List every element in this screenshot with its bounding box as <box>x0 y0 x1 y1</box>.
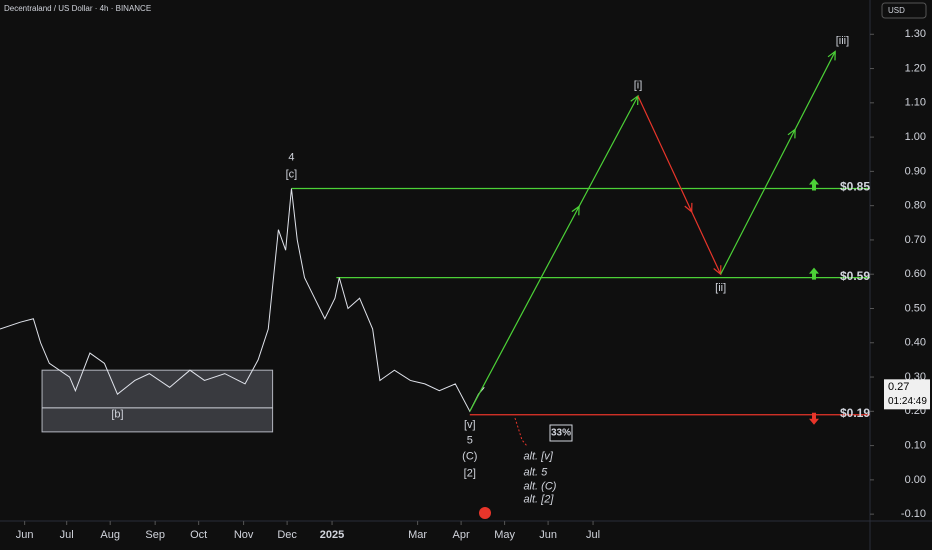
projection-arrowhead <box>787 128 796 139</box>
wave-label: alt. (C) <box>523 481 556 493</box>
wave-label: [2] <box>464 468 476 480</box>
wave-label: alt. [v] <box>523 450 553 462</box>
y-tick-label: 0.50 <box>905 302 926 314</box>
probability: 33% <box>551 428 571 439</box>
level-label: $0.19 <box>840 406 870 420</box>
x-tick-label: Mar <box>408 529 427 541</box>
price-tag-countdown: 01:24:49 <box>888 396 927 407</box>
level-label: $0.85 <box>840 180 870 194</box>
price-line <box>0 188 485 413</box>
wave-label: [c] <box>286 169 298 181</box>
y-tick-label: 1.00 <box>905 131 926 143</box>
x-tick-label: Nov <box>234 529 254 541</box>
projection-arrowhead <box>684 202 693 214</box>
chart-title: Decentraland / US Dollar · 4h · BINANCE <box>4 4 151 13</box>
wave-label: 4 <box>288 152 294 164</box>
y-tick-label: 0.90 <box>905 165 926 177</box>
wave-label: [iii] <box>836 35 849 47</box>
wave-label: [i] <box>634 80 643 92</box>
wave-label: [v] <box>464 419 476 431</box>
wave-label: [b] <box>111 409 123 421</box>
event-icon <box>479 507 491 519</box>
price-tag-value: 0.27 <box>888 381 909 393</box>
y-tick-label: 0.10 <box>905 439 926 451</box>
wave-label: [ii] <box>715 282 726 294</box>
wave-label: 5 <box>467 434 473 446</box>
y-tick-label: 0.80 <box>905 200 926 212</box>
projection-arrowhead <box>571 205 580 216</box>
projection-line <box>720 51 836 275</box>
x-tick-label: Apr <box>453 529 470 541</box>
level-arrow <box>809 178 819 191</box>
price-tag <box>884 379 930 410</box>
projection-line <box>469 95 639 412</box>
range-box <box>41 369 274 433</box>
alt-path <box>514 417 528 447</box>
currency-box <box>881 2 927 19</box>
y-tick-label: 0.00 <box>905 474 926 486</box>
level-label: $0.59 <box>840 269 870 283</box>
y-tick-label: 1.20 <box>905 62 926 74</box>
y-tick-label: 0.60 <box>905 268 926 280</box>
wave-label: (C) <box>462 450 477 462</box>
wave-label: alt. 5 <box>523 467 548 479</box>
x-tick-label: Jun <box>16 529 34 541</box>
x-tick-label: Jul <box>586 529 600 541</box>
y-tick-label: 0.70 <box>905 234 926 246</box>
probability-box <box>549 424 573 442</box>
projection-arrowhead <box>827 50 836 61</box>
x-tick-label: Jun <box>539 529 557 541</box>
y-tick-label: -0.10 <box>901 508 926 520</box>
y-tick-label: 1.10 <box>905 97 926 109</box>
y-tick-label: 1.30 <box>905 28 926 40</box>
x-tick-label: Oct <box>190 529 207 541</box>
y-tick-label: 0.40 <box>905 337 926 349</box>
x-tick-label: Jul <box>60 529 74 541</box>
x-tick-label: 2025 <box>320 529 344 541</box>
wave-label: alt. [2] <box>523 494 554 506</box>
x-tick-label: Dec <box>277 529 297 541</box>
projection-line <box>637 95 722 275</box>
currency: USD <box>888 6 905 15</box>
x-tick-label: Aug <box>100 529 120 541</box>
x-tick-label: May <box>494 529 515 541</box>
x-tick-label: Sep <box>145 529 165 541</box>
level-arrow <box>809 267 819 280</box>
level-arrow <box>809 412 819 425</box>
projection-arrowhead <box>713 265 722 276</box>
